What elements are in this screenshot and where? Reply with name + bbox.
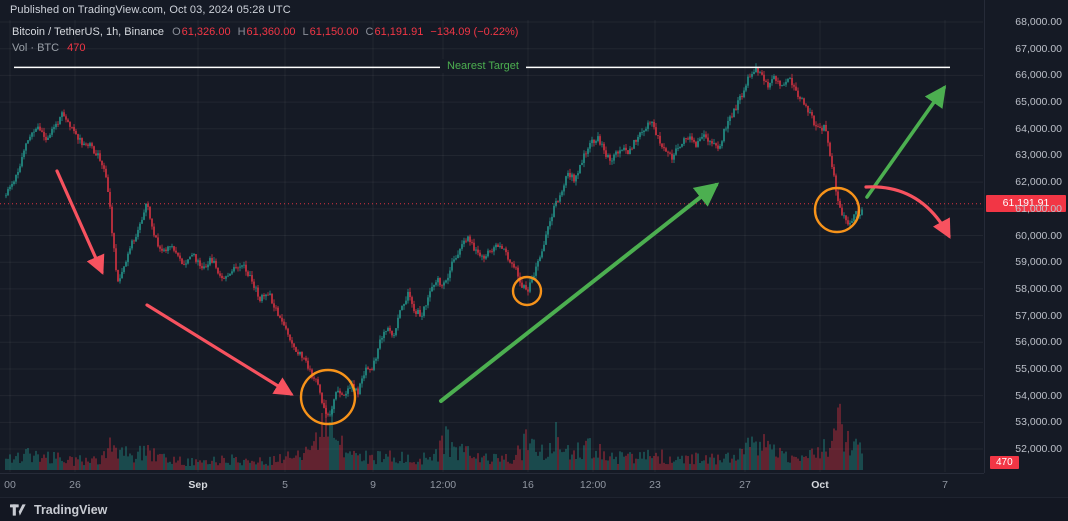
time-axis-label: 27: [739, 479, 751, 491]
tradingview-logo-icon[interactable]: [10, 503, 27, 517]
time-axis-label: 7: [942, 479, 948, 491]
price-axis-label: 60,000.00: [1015, 229, 1062, 242]
time-axis-label: 12:00: [579, 479, 607, 491]
price-axis-label: 68,000.00: [1015, 16, 1062, 28]
price-axis-label: 57,000.00: [1015, 309, 1062, 322]
price-axis-label: 62,000.00: [1015, 176, 1062, 189]
volume-series: [5, 400, 863, 470]
highlight-circle[interactable]: [813, 186, 861, 234]
drawing-annotations[interactable]: [55, 85, 951, 426]
price-axis-label: 52,000.00: [1015, 443, 1062, 455]
red-trend-arrow[interactable]: [55, 169, 105, 275]
time-axis-label: 26: [69, 479, 81, 491]
symbol-title[interactable]: Bitcoin / TetherUS, 1h, Binance: [12, 26, 165, 38]
symbol-row: Bitcoin / TetherUS, 1h, Binance O61,326.…: [12, 26, 518, 38]
open-label: O: [172, 26, 181, 38]
low-value: 61,150.00: [309, 26, 359, 38]
footer-bar: TradingView: [0, 497, 1068, 521]
volume-axis-tag: 470: [990, 456, 1019, 469]
time-axis[interactable]: 00 26 Sep 5 9 12:00 16 12:00 23 27 Oct 7: [0, 473, 984, 497]
time-axis-label: Oct: [811, 479, 829, 491]
price-axis-label: 64,000.00: [1015, 122, 1062, 135]
price-axis-label: 58,000.00: [1015, 282, 1062, 295]
volume-indicator-value: 470: [67, 42, 86, 54]
close-value: 61,191.91: [374, 26, 424, 38]
price-axis-label: 67,000.00: [1015, 42, 1062, 55]
price-axis-label: 66,000.00: [1015, 69, 1062, 82]
price-axis-label: 56,000.00: [1015, 336, 1062, 349]
time-axis-label: 00: [4, 479, 16, 491]
low-label: L: [302, 26, 309, 38]
highlight-circle[interactable]: [299, 368, 357, 426]
price-axis[interactable]: 61,191.91 470 68,000.00 67,000.00 66,000.0…: [984, 0, 1068, 473]
time-axis-label: 12:00: [429, 479, 457, 491]
volume-indicator-label[interactable]: Vol · BTC: [12, 42, 60, 54]
open-value: 61,326.00: [181, 26, 231, 38]
published-caption: Published on TradingView.com, Oct 03, 20…: [10, 4, 291, 16]
green-trend-arrow[interactable]: [439, 182, 720, 403]
price-axis-label: 53,000.00: [1015, 416, 1062, 429]
time-axis-label: 5: [282, 479, 288, 491]
price-axis-label: 59,000.00: [1015, 256, 1062, 269]
close-label: C: [365, 26, 374, 38]
price-axis-label: 54,000.00: [1015, 389, 1062, 402]
time-axis-label: Sep: [188, 479, 208, 491]
brand-name[interactable]: TradingView: [34, 502, 108, 517]
red-trend-arrow[interactable]: [864, 185, 951, 239]
price-axis-label: 61,000.00: [1015, 202, 1062, 215]
change-value: −134.09 (−0.22%): [430, 26, 519, 38]
price-axis-label: 63,000.00: [1015, 149, 1062, 162]
green-trend-arrow[interactable]: [865, 85, 947, 199]
current-price-tag: 61,191.91: [986, 195, 1066, 213]
highlight-circle[interactable]: [511, 275, 543, 307]
price-axis-label: 65,000.00: [1015, 96, 1062, 109]
price-axis-label: 55,000.00: [1015, 362, 1062, 375]
high-label: H: [237, 26, 246, 38]
candles-series: [5, 63, 863, 418]
nearest-target-label[interactable]: Nearest Target: [440, 59, 526, 74]
grid: [0, 20, 983, 472]
high-value: 61,360.00: [246, 26, 296, 38]
red-trend-arrow[interactable]: [145, 303, 294, 396]
time-axis-label: 23: [649, 479, 661, 491]
time-axis-label: 9: [370, 479, 376, 491]
volume-row: Vol · BTC 470: [12, 42, 518, 54]
chart-legend: Bitcoin / TetherUS, 1h, Binance O61,326.…: [12, 26, 518, 54]
ohlc-values: O61,326.00 H61,360.00 L61,150.00 C61,191…: [172, 26, 518, 38]
time-axis-label: 16: [522, 479, 534, 491]
